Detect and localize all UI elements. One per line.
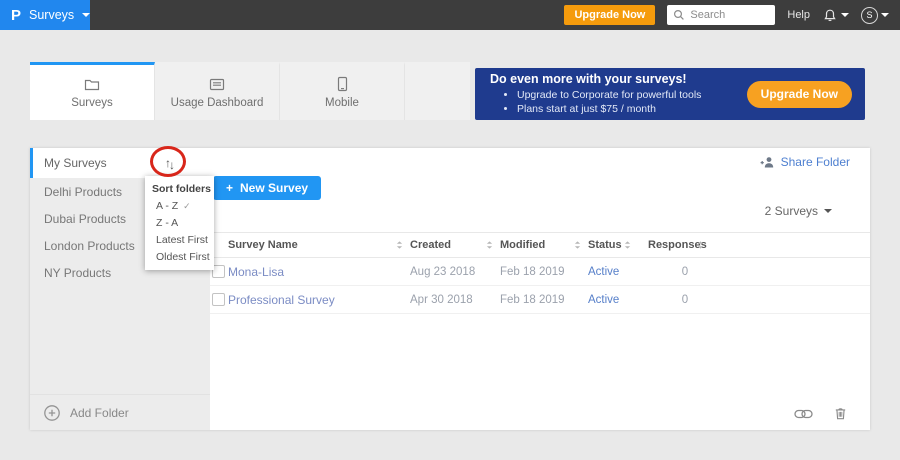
chevron-down-icon: [82, 13, 91, 17]
surveys-content: Share Folder + New Survey 2 Surveys Surv…: [210, 148, 870, 430]
column-survey-name: Survey Name: [228, 239, 298, 251]
responses-cell: 0: [681, 265, 689, 278]
menu-item-z-a[interactable]: Z - A: [145, 212, 214, 229]
app-switcher[interactable]: P Surveys: [0, 0, 91, 30]
mobile-icon: [334, 76, 350, 92]
sort-column-icon[interactable]: [697, 241, 704, 250]
menu-item-oldest-first[interactable]: Oldest First: [145, 246, 214, 263]
sort-folders-button[interactable]: ↑ ↓: [157, 151, 181, 175]
search-placeholder: Search: [690, 9, 726, 21]
sidebar-item-ny-products[interactable]: NY Products: [44, 265, 112, 280]
folders-sidebar: My Surveys ↑ ↓ Delhi Products Dubai Prod…: [30, 146, 214, 430]
menu-item-label: Latest First: [156, 234, 208, 246]
sort-column-icon[interactable]: [574, 241, 581, 250]
created-cell: Apr 30 2018: [410, 293, 473, 306]
topbar-right: Upgrade Now Search Help S: [564, 5, 900, 25]
status-link[interactable]: Active: [588, 265, 620, 278]
promo-bullet: Plans start at just $75 / month: [517, 102, 701, 116]
created-cell: Aug 23 2018: [410, 265, 476, 278]
survey-name-link[interactable]: Professional Survey: [228, 292, 335, 307]
promo-banner: Do even more with your surveys! Upgrade …: [475, 68, 865, 120]
plus-circle-icon: [44, 404, 60, 421]
app-menu-label: Surveys: [29, 8, 75, 22]
notifications-button[interactable]: [822, 8, 849, 23]
status-link[interactable]: Active: [588, 293, 620, 306]
tab-surveys[interactable]: Surveys: [30, 62, 155, 120]
check-icon: ✓: [183, 200, 191, 211]
sort-menu-title: Sort folders: [152, 183, 211, 195]
row-checkbox[interactable]: [212, 293, 225, 306]
modified-cell: Feb 18 2019: [500, 265, 565, 278]
row-checkbox[interactable]: [212, 265, 225, 278]
sidebar-item-delhi-products[interactable]: Delhi Products: [44, 184, 123, 199]
share-folder-label: Share Folder: [780, 155, 850, 169]
promo-bullet: Upgrade to Corporate for powerful tools: [517, 88, 701, 102]
bell-icon: [824, 9, 836, 21]
dashboard-icon: [209, 77, 225, 92]
table-row: Mona-Lisa Aug 23 2018 Feb 18 2019 Active…: [210, 258, 870, 286]
sort-column-icon[interactable]: [624, 241, 631, 250]
upgrade-now-cta-button[interactable]: Upgrade Now: [746, 80, 852, 108]
tab-label: Surveys: [71, 96, 113, 109]
topbar: P Surveys Upgrade Now Search Help S: [0, 0, 900, 30]
plus-icon: +: [226, 181, 234, 195]
proprofs-logo: P: [11, 6, 22, 24]
promo-bullets: Upgrade to Corporate for powerful tools …: [490, 88, 701, 116]
menu-item-latest-first[interactable]: Latest First: [145, 229, 214, 246]
link-icon[interactable]: [794, 408, 813, 420]
account-menu[interactable]: S: [861, 6, 889, 24]
column-responses: Responses: [648, 239, 707, 251]
table-actions: [794, 406, 848, 421]
tab-label: Mobile: [325, 97, 359, 109]
tab-label: Usage Dashboard: [170, 96, 264, 109]
upgrade-now-button[interactable]: Upgrade Now: [564, 5, 656, 25]
chevron-down-icon: [824, 209, 832, 213]
sidebar-item-london-products[interactable]: London Products: [44, 238, 135, 253]
chevron-down-icon: [841, 13, 849, 17]
main-panel: My Surveys ↑ ↓ Delhi Products Dubai Prod…: [30, 146, 870, 430]
avatar: S: [861, 6, 878, 24]
tab-mobile[interactable]: Mobile: [280, 62, 405, 120]
survey-name-link[interactable]: Mona-Lisa: [228, 264, 285, 279]
tabstrip: Surveys Usage Dashboard Mobile: [30, 62, 470, 120]
search-input[interactable]: Search: [667, 5, 776, 25]
table-row: Professional Survey Apr 30 2018 Feb 18 2…: [210, 286, 870, 314]
trash-icon[interactable]: [833, 406, 848, 421]
new-survey-label: New Survey: [240, 181, 309, 195]
menu-item-label: Z - A: [156, 217, 179, 229]
promo-text: Do even more with your surveys! Upgrade …: [475, 72, 701, 116]
modified-cell: Feb 18 2019: [500, 293, 565, 306]
search-icon: [674, 9, 685, 20]
add-folder-label: Add Folder: [70, 405, 129, 420]
share-folder-button[interactable]: Share Folder: [759, 155, 850, 169]
sidebar-item-my-surveys[interactable]: My Surveys ↑ ↓: [30, 146, 210, 178]
column-status: Status: [588, 239, 622, 251]
surveys-table: Survey Name Created Modified Status Resp…: [210, 232, 870, 314]
share-person-icon: [759, 155, 775, 169]
sort-column-icon[interactable]: [486, 241, 493, 250]
tab-usage-dashboard[interactable]: Usage Dashboard: [155, 62, 280, 120]
help-link[interactable]: Help: [787, 9, 810, 21]
menu-item-label: Oldest First: [156, 251, 210, 263]
promo-title: Do even more with your surveys!: [490, 72, 687, 86]
column-modified: Modified: [500, 239, 546, 251]
surveys-count-dropdown[interactable]: 2 Surveys: [765, 204, 832, 218]
sort-arrows-icon: ↑: [165, 156, 171, 170]
column-created: Created: [410, 239, 451, 251]
sort-folders-menu: Sort folders A - Z ✓ Z - A Latest First …: [145, 176, 214, 270]
sort-column-icon[interactable]: [396, 241, 403, 250]
sort-arrows-icon: ↓: [169, 158, 175, 172]
active-folder-label: My Surveys: [44, 156, 107, 170]
chevron-down-icon: [881, 13, 889, 17]
folder-icon: [84, 77, 100, 92]
table-header: Survey Name Created Modified Status Resp…: [210, 232, 870, 258]
responses-cell: 0: [681, 293, 689, 306]
sidebar-item-dubai-products[interactable]: Dubai Products: [44, 211, 127, 226]
menu-item-label: A - Z: [156, 200, 179, 212]
surveys-count-label: 2 Surveys: [764, 204, 818, 218]
menu-item-a-z[interactable]: A - Z ✓: [145, 195, 214, 212]
add-folder-button[interactable]: Add Folder: [30, 394, 210, 430]
new-survey-button[interactable]: + New Survey: [213, 176, 322, 200]
